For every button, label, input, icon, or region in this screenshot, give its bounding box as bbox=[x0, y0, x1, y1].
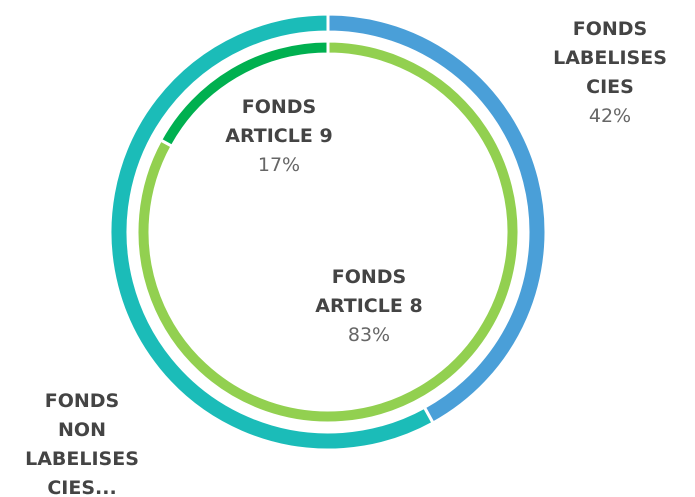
category-label: FONDS ARTICLE 8 bbox=[315, 266, 423, 317]
value-label: 83% bbox=[347, 324, 391, 346]
donut-slice bbox=[158, 39, 330, 149]
donut-slice bbox=[108, 12, 436, 452]
category-label: FONDS ARTICLE 9 bbox=[225, 96, 333, 147]
value-label: 17% bbox=[257, 154, 301, 176]
slice-label: FONDS ARTICLE 9 17% bbox=[209, 93, 349, 180]
category-label: FONDS NON LABELISES CIES... bbox=[25, 390, 139, 497]
slice-label: FONDS ARTICLE 8 83% bbox=[312, 263, 427, 350]
value-label: 42% bbox=[588, 105, 632, 127]
slice-label: FONDS LABELISES CIES 42% bbox=[550, 15, 670, 131]
category-label: FONDS LABELISES CIES bbox=[553, 18, 667, 98]
slice-label: FONDS NON LABELISES CIES... bbox=[22, 387, 142, 497]
